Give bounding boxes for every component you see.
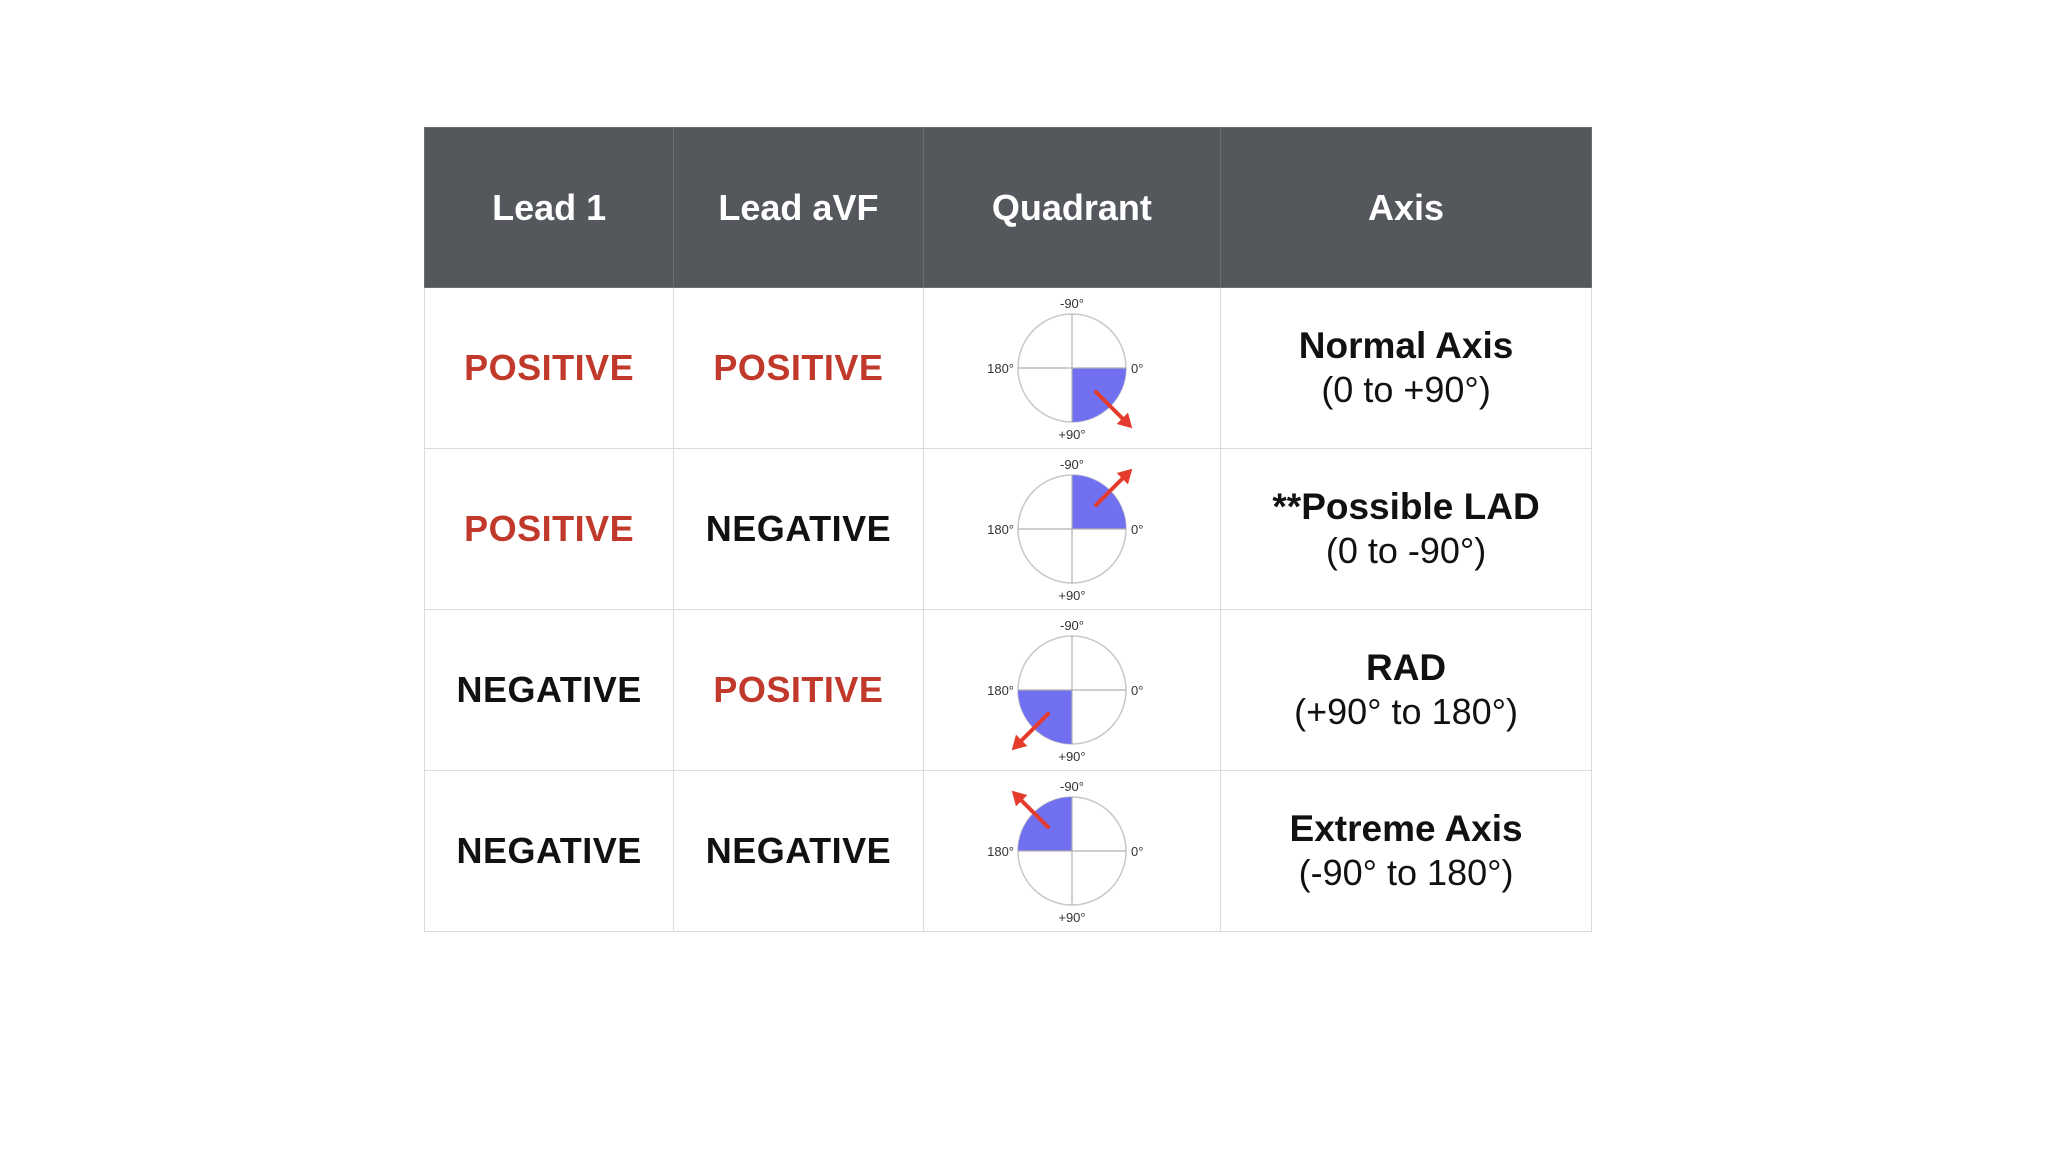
- dial-label-bottom: +90°: [1058, 588, 1085, 603]
- quadrant-cell: -90° +90° 180° 0°: [922, 287, 1222, 449]
- lead1-cell: NEGATIVE: [423, 770, 675, 932]
- axis-cell: **Possible LAD (0 to -90°): [1220, 448, 1592, 610]
- quadrant-dial: -90° +90° 180° 0°: [987, 296, 1143, 442]
- quadrant-dial: -90° +90° 180° 0°: [987, 779, 1143, 925]
- table-row: POSITIVE NEGATIVE -90° +90° 180° 0° **Possible…: [423, 448, 1592, 610]
- lead1-sign: NEGATIVE: [456, 830, 642, 871]
- dial-label-right: 0°: [1131, 522, 1143, 537]
- table-row: POSITIVE POSITIVE -90° +90° 180° 0° Normal Axi…: [423, 287, 1592, 449]
- lead1-sign: NEGATIVE: [456, 669, 642, 710]
- header-quadrant: Quadrant: [922, 127, 1222, 288]
- lead1-cell: POSITIVE: [423, 448, 675, 610]
- table-row: NEGATIVE NEGATIVE -90° +90° 180° 0° Extreme Ax…: [423, 770, 1592, 932]
- quadrant-cell: -90° +90° 180° 0°: [922, 770, 1222, 932]
- dial-label-left: 180°: [987, 683, 1014, 698]
- quadrant-dial: -90° +90° 180° 0°: [987, 457, 1143, 603]
- dial-label-left: 180°: [987, 361, 1014, 376]
- axis-name: RAD: [1365, 647, 1447, 688]
- dial-label-right: 0°: [1131, 683, 1143, 698]
- axis-name: Extreme Axis: [1289, 808, 1523, 849]
- dial-label-bottom: +90°: [1058, 910, 1085, 925]
- axis-range: (0 to -90°): [1325, 530, 1487, 571]
- axis-name: **Possible LAD: [1272, 486, 1540, 527]
- quadrant-cell: -90° +90° 180° 0°: [922, 609, 1222, 771]
- leadavf-cell: POSITIVE: [673, 287, 924, 449]
- dial-label-right: 0°: [1131, 844, 1143, 859]
- lead1-cell: POSITIVE: [423, 287, 675, 449]
- axis-cell: Extreme Axis (-90° to 180°): [1220, 770, 1592, 932]
- quadrant-dial: -90° +90° 180° 0°: [987, 618, 1143, 764]
- dial-label-right: 0°: [1131, 361, 1143, 376]
- lead1-cell: NEGATIVE: [423, 609, 675, 771]
- axis-range: (0 to +90°): [1321, 369, 1491, 410]
- axis-arrowhead: [1116, 412, 1133, 429]
- header-row: Lead 1 Lead aVF Quadrant Axis: [423, 127, 1592, 288]
- dial-label-top: -90°: [1060, 457, 1084, 472]
- axis-range: (+90° to 180°): [1294, 691, 1519, 732]
- lead1-sign: POSITIVE: [464, 347, 635, 388]
- dial-label-left: 180°: [987, 522, 1014, 537]
- header-axis: Axis: [1220, 127, 1592, 288]
- quadrant-cell: -90° +90° 180° 0°: [922, 448, 1222, 610]
- dial-label-top: -90°: [1060, 618, 1084, 633]
- leadavf-sign: POSITIVE: [713, 347, 884, 388]
- leadavf-sign: POSITIVE: [713, 669, 884, 710]
- leadavf-cell: NEGATIVE: [673, 448, 924, 610]
- axis-arrowhead: [1011, 734, 1028, 751]
- dial-label-left: 180°: [987, 844, 1014, 859]
- axis-name: Normal Axis: [1298, 325, 1514, 366]
- leadavf-cell: NEGATIVE: [673, 770, 924, 932]
- axis-range: (-90° to 180°): [1298, 852, 1514, 893]
- dial-label-top: -90°: [1060, 296, 1084, 311]
- axis-deviation-table: Lead 1 Lead aVF Quadrant Axis POSITIVE PO…: [423, 127, 1592, 932]
- leadavf-sign: NEGATIVE: [705, 830, 892, 871]
- dial-label-bottom: +90°: [1058, 749, 1085, 764]
- leadavf-sign: NEGATIVE: [705, 508, 892, 549]
- dial-label-top: -90°: [1060, 779, 1084, 794]
- axis-cell: RAD (+90° to 180°): [1220, 609, 1592, 771]
- leadavf-cell: POSITIVE: [673, 609, 924, 771]
- axis-arrowhead: [1011, 790, 1028, 807]
- axis-arrowhead: [1116, 468, 1133, 485]
- header-lead1: Lead 1: [423, 127, 675, 288]
- table-row: NEGATIVE POSITIVE -90° +90° 180° 0° RAD (+90° t…: [423, 609, 1592, 771]
- lead1-sign: POSITIVE: [464, 508, 635, 549]
- header-leadavf: Lead aVF: [673, 127, 924, 288]
- axis-cell: Normal Axis (0 to +90°): [1220, 287, 1592, 449]
- dial-label-bottom: +90°: [1058, 427, 1085, 442]
